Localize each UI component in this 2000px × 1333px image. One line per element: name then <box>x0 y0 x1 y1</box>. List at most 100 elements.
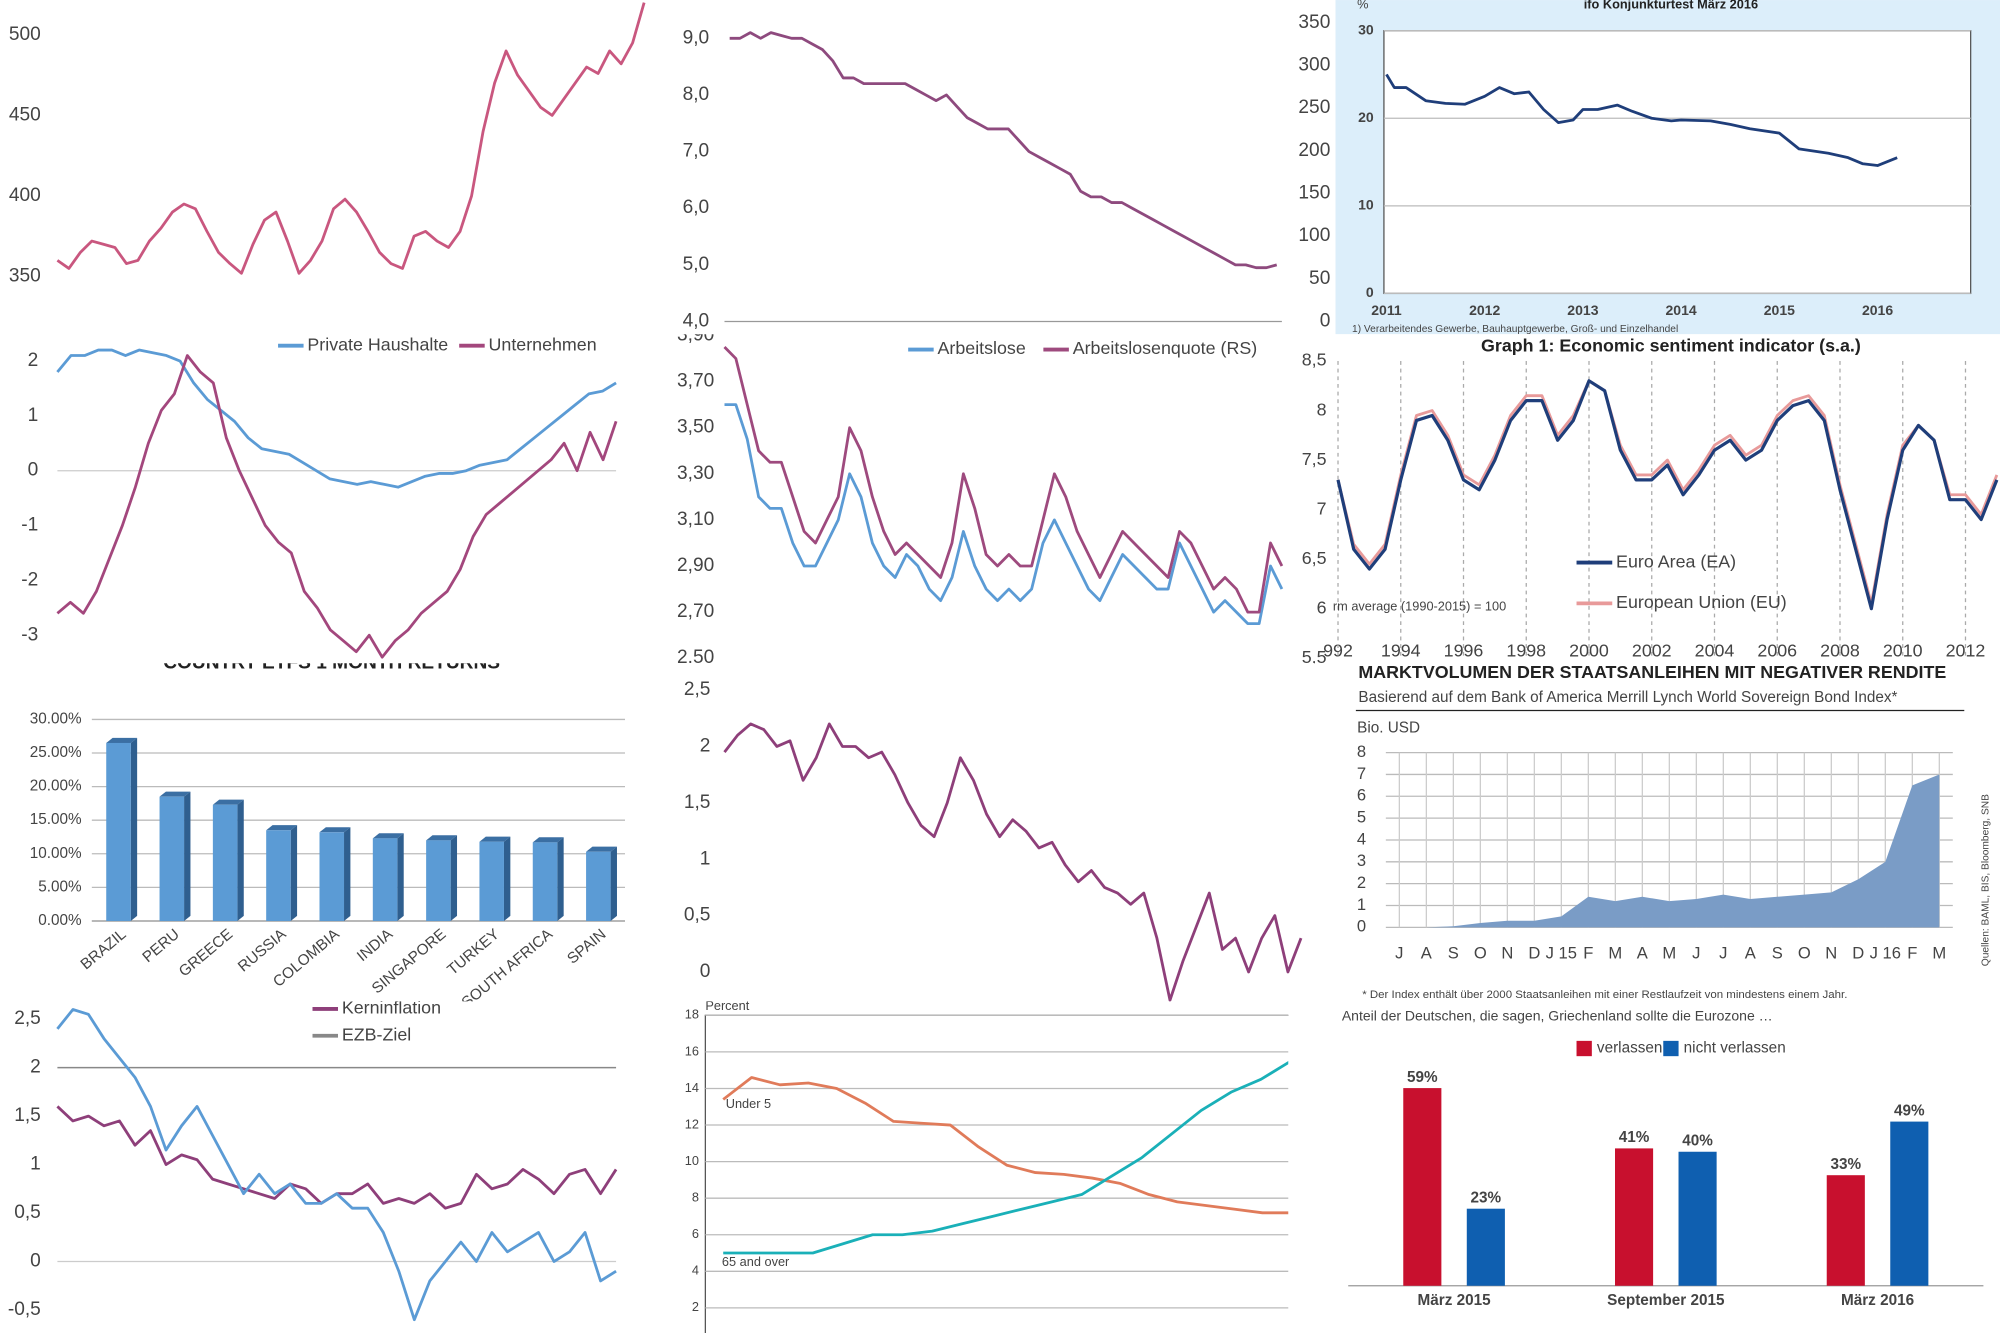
y-tick-label: 4,0 <box>683 311 710 332</box>
bar-side <box>130 737 138 921</box>
y-axis-label: Percent <box>705 998 749 1013</box>
legend-label: Arbeitslose <box>938 338 1026 358</box>
y-tick-label: 2.50 <box>677 647 714 668</box>
x-tick-label: 2004 <box>1695 641 1735 661</box>
bar-side <box>184 791 191 921</box>
y2-tick-label: 350 <box>1298 12 1330 33</box>
bar-top <box>106 737 138 743</box>
chart-panel: -0,5 0 0,5 1 1,5 2 2,5 Kerninflation EZB-Ziel <box>8 998 618 1322</box>
bar <box>586 851 611 921</box>
source: Quellen: BAML, BIS, Bloomberg, SNB <box>1981 794 1992 966</box>
x-tick-label: 2010 <box>1883 641 1923 661</box>
y-tick-label: 5,0 <box>683 254 710 275</box>
y-tick-label: 3,70 <box>677 371 714 392</box>
line-series <box>724 403 1284 626</box>
x-tick-label: 2013 <box>1567 302 1598 318</box>
y-tick-label: 500 <box>9 24 41 45</box>
x-tick-label: 2011 <box>1371 302 1402 318</box>
x-tick-label: A <box>1637 944 1649 963</box>
x-tick-label: O <box>1798 944 1811 963</box>
y-tick-label: -2 <box>21 569 38 590</box>
y-tick-label: 5 <box>1357 808 1366 827</box>
charts: 3504004505004,05,06,07,08,09,00501001502… <box>8 0 2000 1333</box>
y-tick-label: 30 <box>1358 21 1374 37</box>
legend-label: Euro Area (EA) <box>1616 551 1736 571</box>
x-tick-label: S <box>1448 944 1459 963</box>
line-series <box>56 348 617 489</box>
value-label: 41% <box>1619 1129 1650 1146</box>
y-axis-label: Bio. USD <box>1357 719 1420 736</box>
y-tick-label: 2 <box>692 1299 699 1314</box>
y-tick-label: 0 <box>30 1251 41 1272</box>
legend-swatch <box>1576 1040 1592 1057</box>
x-tick-label: 2002 <box>1632 641 1672 661</box>
x-tick-label: J 15 <box>1546 944 1577 963</box>
x-tick-label: F <box>1907 944 1917 963</box>
y2-tick-label: 0 <box>1320 311 1331 332</box>
plot-frame <box>1383 30 1972 295</box>
line-series <box>723 1060 1289 1255</box>
bar-side <box>503 836 511 921</box>
value-label: 59% <box>1407 1069 1438 1086</box>
bar-top <box>266 825 298 831</box>
y-tick-label: 14 <box>685 1080 699 1095</box>
y-tick-label: 3,90 <box>677 325 714 346</box>
line-series <box>1336 379 1999 611</box>
title: COUNTRY ETFS 1 MONTH RETURNS <box>163 652 500 673</box>
chart-panel: 4,0 5,0 6,0 7,0 8,0 9,0 0 50 100 150 200 250 300 350 <box>683 12 1331 332</box>
y-tick-label: 0.00% <box>38 912 82 929</box>
bar-top <box>319 827 351 833</box>
x-tick-label: September 2015 <box>1607 1292 1725 1309</box>
title: MARKTVOLUMEN DER STAATSANLEIHEN MIT NEGA… <box>1358 662 1946 682</box>
legend-label: Under 5 <box>726 1096 771 1111</box>
y-tick-label: 5.00% <box>38 878 82 895</box>
y-tick-label: 4 <box>1357 829 1366 848</box>
bar-top <box>426 835 458 841</box>
x-tick-label: N <box>1825 944 1837 963</box>
x-tick-label: D <box>1528 944 1540 963</box>
bar-side <box>610 846 617 921</box>
y-tick-label: 3 <box>1357 851 1366 870</box>
y-tick-label: 6 <box>1357 786 1366 805</box>
x-tick-label: D <box>1852 944 1864 963</box>
y-tick-label: 8,5 <box>1302 350 1327 370</box>
y2-tick-label: 50 <box>1309 268 1330 289</box>
legend-label: Unternehmen <box>489 334 597 354</box>
x-tick-label: 1994 <box>1381 641 1421 661</box>
bar <box>479 841 504 921</box>
bar-top <box>372 833 404 839</box>
bar <box>1466 1208 1505 1286</box>
y-tick-label: 8 <box>1317 399 1327 419</box>
bar <box>426 840 451 921</box>
value-label: 49% <box>1894 1102 1925 1119</box>
line-series <box>729 31 1278 270</box>
legend-label: Kerninflation <box>342 998 441 1018</box>
x-tick-label: März 2015 <box>1418 1292 1492 1309</box>
y-tick-label: 25.00% <box>30 744 82 761</box>
x-tick-label: 992 <box>1323 641 1353 661</box>
x-tick-label: N <box>1501 944 1513 963</box>
x-tick-label: M <box>1662 944 1676 963</box>
x-tick-label: J <box>1719 944 1727 963</box>
y-tick-label: 8 <box>692 1190 699 1205</box>
legend-label: Private Haushalte <box>307 334 448 354</box>
chart-panel: 0 10 20 30 2011 2012 2013 2014 2015 2016 ifo Konju… <box>1335 0 2000 334</box>
x-tick-label: März 2016 <box>1841 1292 1914 1309</box>
x-tick-label: INDIA <box>354 925 397 965</box>
x-tick-label: 2015 <box>1764 302 1795 318</box>
bar-side <box>397 833 404 921</box>
y-tick-label: 10.00% <box>30 845 82 862</box>
y2-tick-label: 100 <box>1298 225 1330 246</box>
y-tick-label: 20.00% <box>30 778 82 795</box>
y2-tick-label: 300 <box>1298 55 1330 76</box>
chart-panel: -3 -2 -1 0 1 2 Private Haushalte Unternehmen <box>21 334 618 659</box>
chart-panel: 2.50 2,70 2,90 3,10 3,30 3,50 3,70 3,90 Arbeitsl… <box>677 325 1284 668</box>
x-tick-label: O <box>1474 944 1487 963</box>
chart-panel: 2 4 6 8 10 12 14 16 18 Under 5 65 and over Percent <box>685 998 1289 1333</box>
x-tick-label: 1996 <box>1444 641 1484 661</box>
y-tick-label: 4 <box>692 1263 699 1278</box>
x-tick-label: 2006 <box>1757 641 1797 661</box>
y-tick-label: 0 <box>28 460 39 481</box>
y-tick-label: 9,0 <box>683 27 710 48</box>
x-tick-label: PERU <box>139 926 182 966</box>
